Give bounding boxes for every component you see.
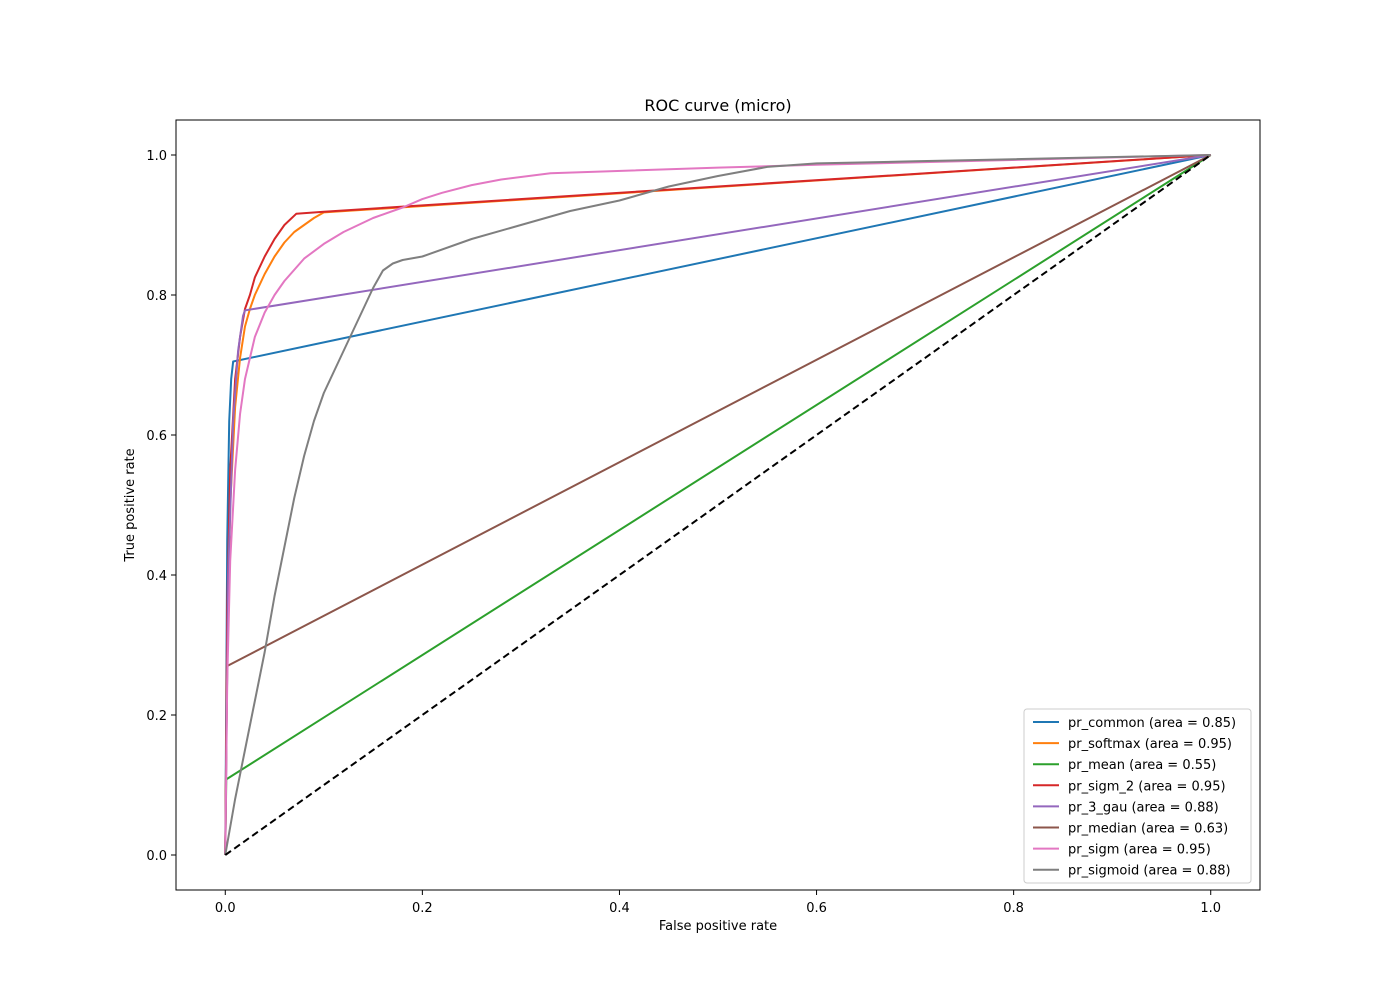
legend-label-4: pr_sigm_2 (area = 0.95) [1068,779,1226,794]
y-tick-label: 0.6 [146,429,167,444]
y-tick-label: 0.0 [146,849,167,864]
x-tick-label: 0.8 [1003,901,1024,916]
legend-label-3: pr_mean (area = 0.55) [1068,758,1216,773]
y-tick-label: 0.2 [146,709,167,724]
legend-label-8: pr_sigmoid (area = 0.88) [1068,864,1231,879]
legend-label-7: pr_sigm (area = 0.95) [1068,843,1211,858]
series-layer [224,154,1212,856]
x-tick-label: 0.4 [609,901,630,916]
y-axis-label: True positive rate [123,448,138,562]
plot-frame [175,119,1261,891]
series-line-8 [224,154,1211,856]
y-tick-label: 1.0 [146,149,167,164]
legend-label-5: pr_3_gau (area = 0.88) [1068,800,1219,815]
chart-title: ROC curve (micro) [644,96,791,115]
legend-label-6: pr_median (area = 0.63) [1068,822,1228,837]
x-tick-label: 1.0 [1200,901,1221,916]
diagonal-reference-line [224,154,1212,856]
axes-layer: 0.0 0.2 0.4 0.6 0.8 1.0 0.0 0.2 0.4 0.6 0.8 1.0 [146,119,1261,916]
series-line-4 [224,154,1211,856]
legend-box [1023,708,1252,884]
series-line-7 [224,154,1211,856]
legend: pr_common (area = 0.85) pr_softmax (area … [1023,708,1252,884]
legend-label-1: pr_common (area = 0.85) [1068,716,1236,731]
x-axis-label: False positive rate [659,919,777,934]
x-tick-label: 0.6 [806,901,827,916]
y-tick-label: 0.4 [146,569,167,584]
x-tick-label: 0.2 [412,901,433,916]
y-tick-label: 0.8 [146,289,167,304]
x-tick-label: 0.0 [215,901,236,916]
series-line-5 [224,154,1211,856]
legend-label-2: pr_softmax (area = 0.95) [1068,737,1232,752]
